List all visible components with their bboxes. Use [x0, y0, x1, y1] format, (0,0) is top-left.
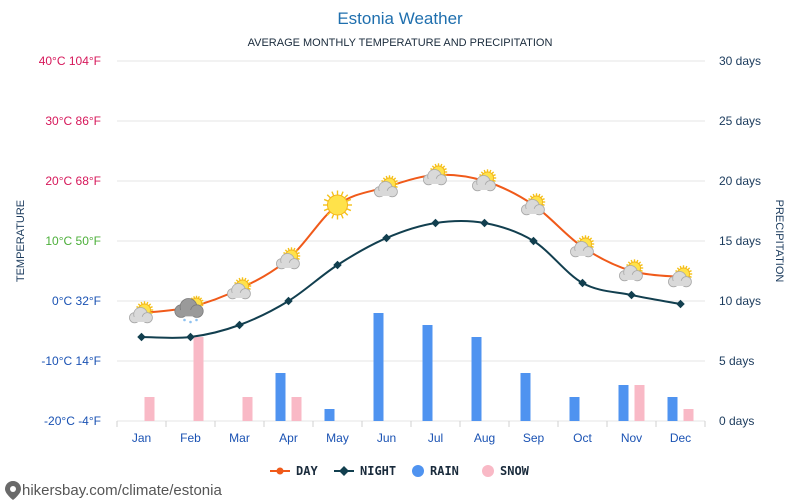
night-line — [141, 219, 681, 339]
source-credit[interactable]: hikersbay.com/climate/estonia — [5, 481, 222, 500]
right-axis-ticks: 30 days 25 days 20 days 15 days 10 days 5 day… — [719, 54, 761, 428]
snow-bar — [634, 385, 645, 421]
rain-bar — [667, 397, 678, 421]
rain-bar — [520, 373, 531, 421]
snow-bar — [242, 397, 253, 421]
x-tick-label: Dec — [670, 431, 691, 445]
rain-bar — [569, 397, 580, 421]
night-point — [431, 218, 440, 228]
legend-item-rain[interactable]: RAIN — [412, 464, 459, 478]
snow-bar — [683, 409, 694, 421]
cloudy-sun-icon — [423, 163, 448, 186]
x-tick-label: Mar — [229, 431, 250, 445]
right-axis-label: PRECIPITATION — [773, 200, 785, 283]
x-tick-label: Jan — [132, 431, 151, 445]
x-tick-label: Aug — [474, 431, 495, 445]
rain-bar — [373, 313, 384, 421]
left-tick-label: -20°C -4°F — [44, 414, 101, 428]
x-tick-label: May — [326, 431, 349, 445]
night-point — [333, 260, 342, 270]
cloudy-sun-icon — [129, 301, 154, 324]
source-url: hikersbay.com/climate/estonia — [22, 482, 222, 499]
legend-rain-label: RAIN — [430, 464, 459, 478]
x-tick-label: Apr — [279, 431, 298, 445]
legend: DAY NIGHT RAIN SNOW — [270, 464, 530, 478]
x-tick-label: Jul — [428, 431, 443, 445]
legend-night-label: NIGHT — [360, 464, 396, 478]
cloudy-sun-icon — [570, 235, 595, 258]
snow-cloud-icon — [174, 295, 204, 324]
x-tick-label: Feb — [180, 431, 201, 445]
snow-bar — [193, 337, 204, 421]
night-point — [137, 332, 146, 342]
left-tick-label: 0°C 32°F — [52, 294, 101, 308]
rain-bar — [471, 337, 482, 421]
snow-bar — [144, 397, 155, 421]
x-tick-label: Oct — [573, 431, 592, 445]
right-tick-label: 10 days — [719, 294, 761, 308]
cloudy-sun-icon — [521, 193, 546, 216]
x-tick-label: Jun — [377, 431, 396, 445]
temperature-lines — [137, 172, 685, 342]
legend-rain-marker — [412, 465, 424, 477]
legend-day-marker — [276, 467, 284, 475]
right-tick-label: 0 days — [719, 414, 754, 428]
night-point — [284, 296, 293, 306]
cloudy-sun-icon — [276, 247, 301, 270]
x-axis-ticks: Jan Feb Mar Apr May Jun Jul Aug Sep Oct Nov Dec — [132, 431, 691, 445]
night-point — [578, 278, 587, 288]
chart-subtitle: AVERAGE MONTHLY TEMPERATURE AND PRECIPIT… — [248, 37, 553, 49]
right-tick-label: 15 days — [719, 234, 761, 248]
x-tick-label: Nov — [621, 431, 642, 445]
cloudy-sun-icon — [374, 175, 399, 198]
legend-item-day[interactable]: DAY — [270, 464, 318, 478]
legend-item-night[interactable]: NIGHT — [334, 464, 396, 478]
rain-bar — [618, 385, 629, 421]
snow-bar — [291, 397, 302, 421]
cloudy-sun-icon — [619, 259, 644, 282]
sun-icon — [323, 190, 352, 220]
weather-icons — [129, 163, 693, 324]
legend-snow-marker — [482, 465, 494, 477]
cloudy-sun-icon — [472, 169, 497, 192]
left-tick-label: 40°C 104°F — [39, 54, 101, 68]
cloudy-sun-icon — [668, 265, 693, 288]
night-point — [676, 299, 685, 309]
rain-bar — [324, 409, 335, 421]
left-axis-ticks: 40°C 104°F 30°C 86°F 20°C 68°F 10°C 50°F 0°C… — [39, 54, 101, 428]
night-point — [627, 290, 636, 300]
cloudy-sun-icon — [227, 277, 252, 300]
rain-bar — [275, 373, 286, 421]
legend-item-snow[interactable]: SNOW — [482, 464, 530, 478]
left-tick-label: -10°C 14°F — [41, 354, 101, 368]
night-point — [480, 218, 489, 228]
left-axis-label: TEMPERATURE — [15, 200, 27, 282]
right-tick-label: 20 days — [719, 174, 761, 188]
location-pin-icon — [5, 481, 21, 500]
night-point — [186, 332, 195, 342]
left-tick-label: 10°C 50°F — [45, 234, 101, 248]
precipitation-bars — [144, 313, 694, 421]
grid-lines — [116, 60, 706, 427]
night-point — [235, 320, 244, 330]
day-line — [141, 173, 681, 314]
left-tick-label: 20°C 68°F — [45, 174, 101, 188]
x-tick-label: Sep — [523, 431, 545, 445]
legend-day-label: DAY — [296, 464, 318, 478]
chart-title: Estonia Weather — [337, 9, 463, 28]
rain-bar — [422, 325, 433, 421]
left-tick-label: 30°C 86°F — [45, 114, 101, 128]
legend-night-marker — [339, 466, 349, 476]
right-tick-label: 30 days — [719, 54, 761, 68]
right-tick-label: 5 days — [719, 354, 754, 368]
right-tick-label: 25 days — [719, 114, 761, 128]
night-point — [382, 233, 391, 243]
legend-snow-label: SNOW — [500, 464, 530, 478]
